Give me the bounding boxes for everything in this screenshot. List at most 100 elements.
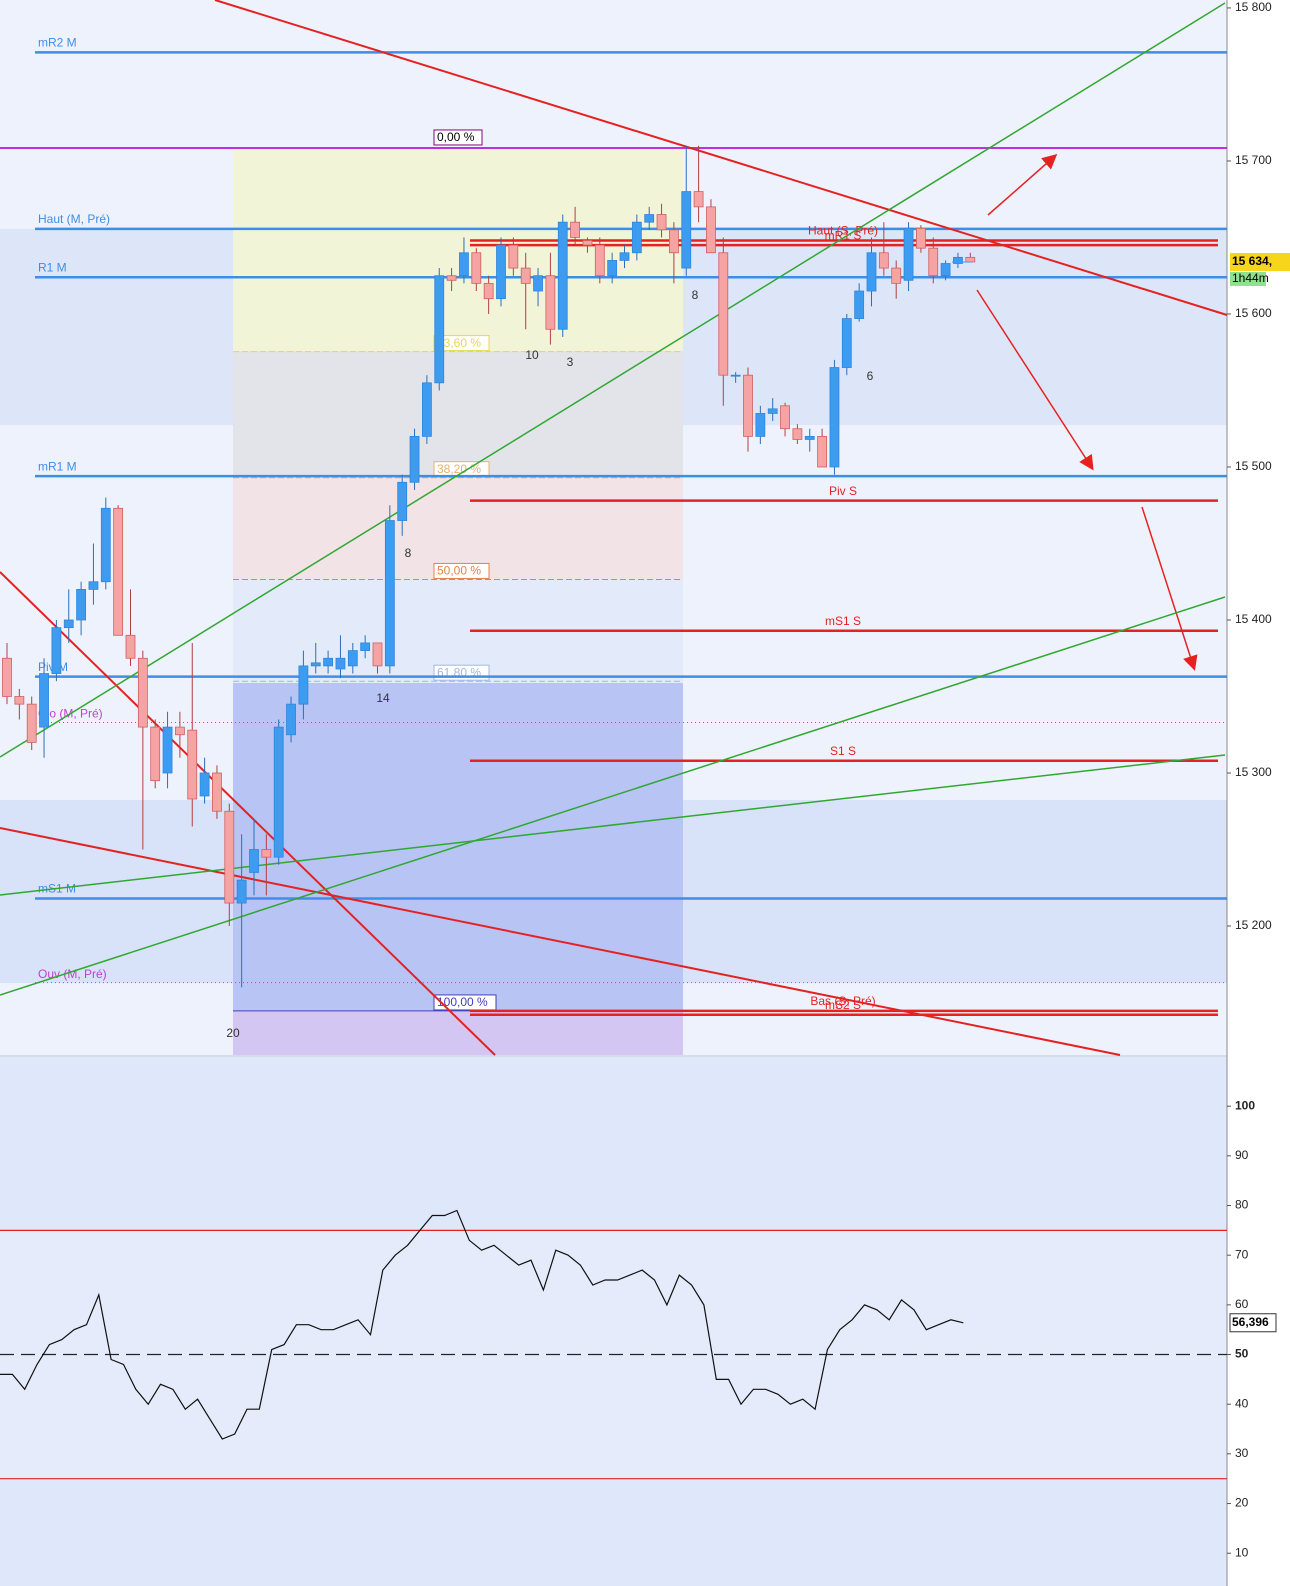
fib-label-box: [433, 994, 497, 1011]
candle-body: [817, 435, 827, 468]
arrow: [976, 289, 1094, 471]
candle-body: [718, 252, 729, 376]
candle-body: [88, 581, 99, 590]
signal-count: 20: [226, 1026, 240, 1040]
candle-body: [594, 244, 605, 277]
candle-body: [631, 221, 642, 254]
candle-body: [520, 267, 531, 284]
y-tick-label: 15 500: [1235, 459, 1272, 473]
signal-count: 8: [405, 546, 412, 560]
candle-body: [113, 507, 124, 636]
y-tick-label: 15 800: [1235, 0, 1272, 14]
candle-body: [940, 263, 951, 277]
candle-body: [916, 227, 926, 249]
y-tick-label: 100: [1235, 1098, 1255, 1112]
trendline: [214, 0, 1228, 316]
candle-body: [508, 244, 519, 269]
fib-label: 0,00 %: [437, 130, 475, 144]
fib-label: 23,60 %: [437, 336, 481, 350]
candle-body: [150, 726, 161, 782]
candle-body: [51, 627, 62, 674]
candle-body: [100, 507, 111, 583]
last-price-box: [1230, 252, 1290, 271]
level-label: Bas (S, Pré): [810, 994, 875, 1008]
level-label: Piv S: [829, 484, 857, 498]
candle-body: [298, 665, 309, 705]
candle-body: [174, 726, 185, 736]
fib-label-box: [433, 335, 490, 352]
y-tick-label: 10: [1235, 1545, 1249, 1559]
level-label: R1 M: [38, 260, 67, 274]
candle-body: [693, 191, 704, 208]
candle-body: [14, 696, 25, 705]
trendline: [0, 2, 1226, 758]
candle-body: [471, 252, 482, 284]
fib-label-box: [433, 129, 483, 146]
signal-count: 6: [867, 369, 874, 383]
signal-count: 14: [376, 691, 390, 705]
level-label: Haut (M, Pré): [38, 212, 110, 226]
candle-body: [76, 588, 86, 621]
candle-body: [310, 662, 321, 667]
candle-body: [212, 772, 222, 812]
y-tick-label: 15 600: [1235, 306, 1272, 320]
candle-body: [557, 221, 568, 330]
candle-body: [878, 252, 889, 269]
candle-body: [409, 435, 420, 483]
y-tick-label: 15 400: [1235, 612, 1272, 626]
candle-body: [792, 428, 803, 440]
candle-body: [903, 227, 914, 281]
candle-body: [619, 252, 630, 261]
candle-body: [372, 642, 383, 667]
signal-count: 10: [525, 348, 539, 362]
candle-body: [854, 290, 865, 319]
rsi-line: [0, 1209, 964, 1440]
candle-body: [236, 879, 247, 904]
candle-body: [928, 247, 939, 277]
candle-body: [706, 206, 716, 254]
candle-body: [804, 435, 815, 440]
level-label: mS1 S: [825, 614, 861, 628]
fib-label-box: [433, 562, 490, 579]
candle-body: [570, 221, 580, 238]
candle-body: [249, 849, 259, 873]
candle-body: [644, 214, 655, 223]
candle-body: [780, 405, 790, 430]
fib-zone: [233, 148, 683, 351]
candle-body: [26, 703, 37, 743]
candle-body: [137, 657, 148, 728]
candle-body: [841, 318, 852, 368]
timer: 1h44m: [1232, 271, 1269, 285]
candle-body: [607, 260, 618, 277]
trendline: [0, 596, 1226, 996]
candle-body: [730, 374, 741, 377]
candle-body: [384, 520, 395, 667]
y-tick-label: 15 300: [1235, 765, 1272, 779]
fib-label: 38,20 %: [437, 462, 481, 476]
candle-body: [63, 619, 74, 629]
level-label: mR1 M: [38, 459, 77, 473]
y-tick-label: 90: [1235, 1148, 1249, 1162]
candle-body: [360, 642, 371, 651]
candle-body: [446, 275, 457, 281]
candle-body: [199, 772, 210, 797]
candle-body: [582, 240, 593, 246]
candle-body: [224, 810, 235, 904]
candle-body: [755, 413, 766, 437]
signal-count: 8: [692, 288, 699, 302]
candle-body: [669, 229, 679, 254]
candle-body: [421, 382, 432, 437]
candle-body: [483, 282, 494, 300]
level-label: mS2 S: [825, 998, 861, 1012]
rsi-value-box: [1229, 1313, 1277, 1333]
fib-zone: [233, 683, 683, 1011]
candle-body: [656, 214, 667, 231]
candle-body: [953, 256, 963, 264]
candle-body: [459, 252, 469, 277]
trendline: [0, 827, 1121, 1056]
candle-body: [286, 703, 296, 736]
candle-body: [335, 657, 346, 670]
timer-box: [1230, 271, 1266, 286]
candle-body: [39, 673, 49, 728]
arrow: [1141, 506, 1198, 671]
